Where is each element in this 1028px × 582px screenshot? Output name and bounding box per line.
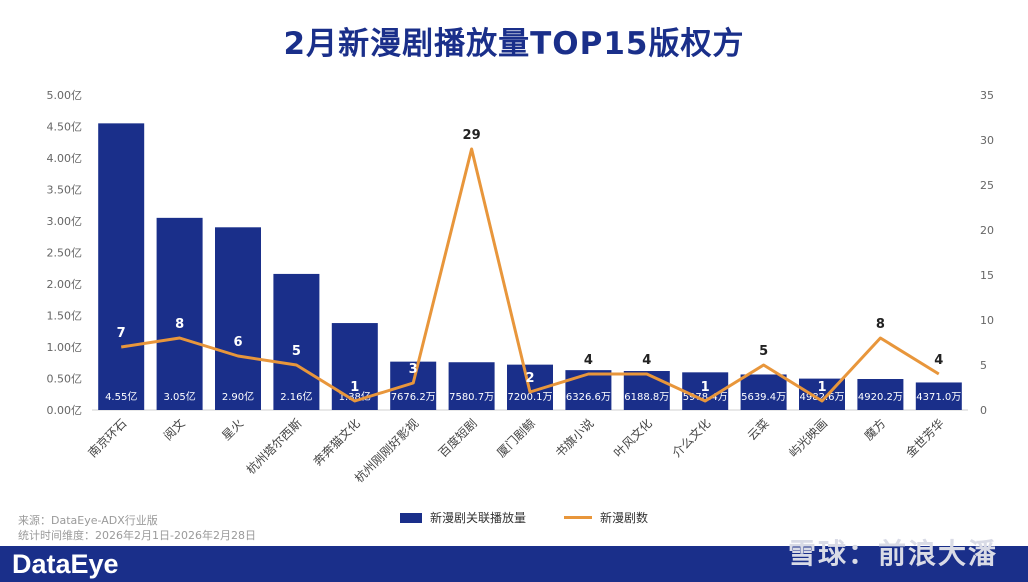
- x-tick-label: 奔奔猫文化: [310, 416, 363, 469]
- x-tick-label: 叶风文化: [610, 416, 655, 461]
- bar: [448, 362, 495, 410]
- x-tick-label: 星火: [219, 416, 246, 443]
- legend-bar-swatch: [400, 512, 422, 523]
- x-tick-label: 杭州塔尔西斯: [243, 416, 305, 478]
- xueqiu-watermark: 雪球：前浪大潘: [787, 537, 998, 570]
- y-left-tick-label: 1.00亿: [47, 341, 83, 354]
- line-data-label: 2: [525, 371, 534, 386]
- y-left-tick-label: 4.00亿: [47, 152, 83, 165]
- line-data-label: 4: [584, 353, 593, 368]
- source-note: 来源：DataEye-ADX行业版: [18, 514, 158, 527]
- bar-value-label: 6188.8万: [624, 392, 669, 403]
- line-data-label: 4: [934, 353, 943, 368]
- time-range-note: 统计时间维度：2026年2月1日-2026年2月28日: [18, 529, 256, 542]
- y-right-tick-label: 0: [980, 404, 987, 417]
- bar: [98, 123, 145, 410]
- chart-title: 2月新漫剧播放量TOP15版权方: [283, 26, 745, 62]
- dataeye-logo: DataEye: [12, 549, 119, 579]
- x-tick-label: 厦门剧鲸: [494, 416, 539, 461]
- bar-value-label: 4920.2万: [858, 392, 903, 403]
- x-tick-label: 书旗小说: [552, 416, 597, 461]
- bar-value-label: 4982.6万: [800, 392, 845, 403]
- line-data-label: 4: [642, 353, 651, 368]
- bar: [623, 371, 670, 410]
- x-tick-label: 屿光映画: [786, 416, 830, 460]
- x-tick-label: 百度短剧: [435, 416, 480, 461]
- bar-value-label: 7200.1万: [508, 392, 553, 403]
- bar-value-label: 5978.4万: [683, 392, 728, 403]
- line-data-label: 8: [175, 317, 184, 332]
- y-right-tick-label: 20: [980, 224, 994, 237]
- line-data-label: 5: [759, 344, 768, 359]
- line-data-label: 1: [350, 380, 359, 395]
- bar: [740, 374, 787, 410]
- bar: [565, 370, 612, 410]
- x-tick-label: 南京环石: [85, 416, 130, 461]
- footer-bar: [0, 546, 1028, 582]
- y-right-tick-label: 25: [980, 179, 994, 192]
- y-left-tick-label: 2.50亿: [47, 247, 83, 260]
- legend: 新漫剧关联播放量 新漫剧数: [400, 509, 648, 526]
- bar: [857, 379, 904, 410]
- y-left-tick-label: 4.50亿: [47, 121, 83, 134]
- line-data-label: 1: [701, 380, 710, 395]
- y-right-tick-label: 10: [980, 314, 994, 327]
- line-data-label: 6: [233, 335, 242, 350]
- x-tick-label: 魔方: [861, 416, 889, 444]
- y-left-tick-label: 3.50亿: [47, 184, 83, 197]
- bar-value-label: 7580.7万: [449, 392, 494, 403]
- bar-value-label: 7676.2万: [391, 392, 436, 403]
- y-left-tick-label: 0.00亿: [47, 404, 83, 417]
- line-data-label: 1: [817, 380, 826, 395]
- y-right-tick-label: 5: [980, 359, 987, 372]
- legend-line-label: 新漫剧数: [600, 511, 649, 525]
- line-data-label: 8: [876, 317, 885, 332]
- bar-value-label: 5639.4万: [741, 392, 786, 403]
- x-tick-label: 阅文: [160, 416, 188, 444]
- y-left-tick-label: 5.00亿: [47, 89, 83, 102]
- bar-value-label: 4371.0万: [916, 392, 961, 403]
- x-tick-label: 金世芳华: [902, 416, 947, 461]
- line-data-label: 5: [292, 344, 301, 359]
- y-right-tick-label: 35: [980, 89, 994, 102]
- y-left-tick-label: 3.00亿: [47, 215, 83, 228]
- bar-value-label: 2.16亿: [280, 390, 312, 403]
- line-data-label: 7: [117, 326, 126, 341]
- bar: [156, 217, 203, 410]
- bar-value-label: 6326.6万: [566, 392, 611, 403]
- bar: [215, 227, 261, 410]
- bar: [273, 273, 320, 410]
- bar-value-label: 4.55亿: [105, 390, 137, 403]
- bar-value-label: 2.90亿: [222, 390, 254, 403]
- bar: [390, 361, 437, 410]
- line-series-path: [120, 147, 940, 403]
- y-left-tick-label: 1.50亿: [47, 310, 83, 323]
- line-data-label: 29: [463, 128, 481, 143]
- line-data-label: 3: [409, 362, 418, 377]
- x-tick-label: 介么文化: [669, 416, 714, 461]
- y-right-tick-label: 15: [980, 269, 994, 282]
- bar: [915, 382, 962, 410]
- x-tick-label: 云菜: [745, 416, 772, 443]
- legend-line-swatch: [564, 516, 593, 519]
- bar-value-label: 3.05亿: [163, 390, 195, 403]
- y-left-tick-label: 0.50亿: [47, 373, 83, 386]
- y-left-tick-label: 2.00亿: [47, 278, 83, 291]
- legend-bar-label: 新漫剧关联播放量: [430, 511, 527, 525]
- y-right-tick-label: 30: [980, 134, 994, 147]
